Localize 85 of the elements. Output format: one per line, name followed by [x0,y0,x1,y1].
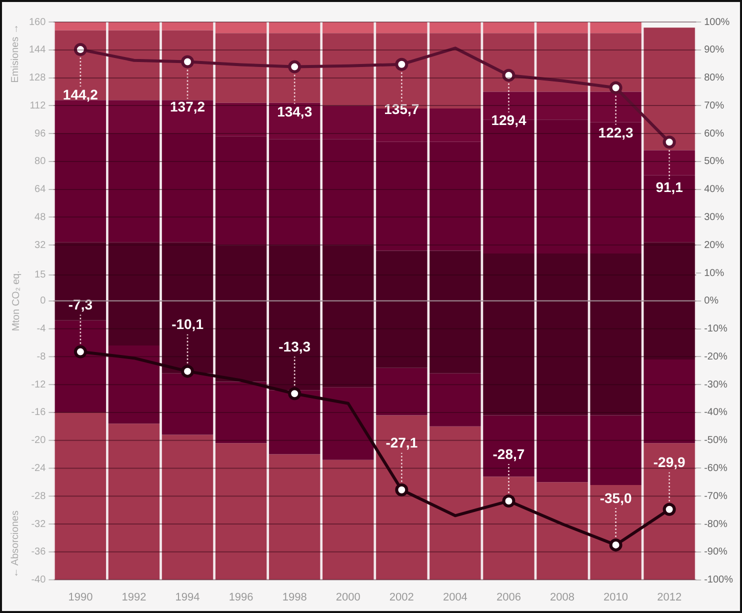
data-label: -29,9 [653,454,686,470]
data-label: -35,0 [600,490,632,506]
data-label: 144,2 [62,86,98,102]
y2-tick-label: 60% [704,128,724,140]
y3-tick-label: -40 [31,574,46,586]
y2-tick-label: -10% [704,324,728,335]
point [609,538,622,552]
y3-tick-label: -8 [36,351,46,362]
y-tick-label: 64 [34,184,46,196]
data-label: -28,7 [492,446,525,462]
point [662,502,676,516]
y3-tick-label: -32 [31,518,46,530]
x-tick-label: 2006 [496,591,521,604]
y2-tick-label: -80% [704,518,728,530]
x-tick-label: 2002 [389,591,414,604]
y2-tick-label: 30% [704,212,724,223]
y2-tick-label: 10% [704,268,724,279]
y3-tick-label: -20 [31,435,46,446]
point [74,43,87,56]
y-tick-label: 48 [34,212,46,223]
y3-tick-label: -16 [31,407,46,418]
y2-tick-label: -50% [704,435,728,446]
y2-tick-label: -100% [704,574,734,586]
data-label: -10,1 [172,316,204,332]
y2-tick-label: -40% [704,407,728,418]
data-label: 91,1 [656,178,684,195]
y-tick-label: 160 [28,16,46,28]
point [288,60,302,74]
y3-tick-label: -36 [31,546,46,558]
x-tick-label: 2004 [442,591,468,604]
x-tick-label: 1990 [68,591,93,604]
point [609,81,622,94]
y-tick-label: 15 [34,270,46,281]
data-label: 122,3 [598,124,634,141]
y-tick-label: 112 [30,100,46,112]
y2-tick-label: 0% [704,296,719,307]
data-label: 135,7 [384,101,420,118]
x-tick-label: 1996 [228,591,254,604]
y2-tick-label: -70% [704,490,728,502]
point [662,136,676,149]
y-tick-label: 96 [34,128,46,140]
x-tick-label: 2012 [657,591,682,604]
y-tick-label: 144 [28,44,46,56]
data-label: -13,3 [278,338,311,354]
y2-tick-label: 80% [704,72,724,84]
y2-tick-label: 90% [704,44,724,56]
y3-tick-label: -28 [31,490,46,502]
text: ← Absorciones [10,510,21,578]
y-tick-label: 0 [40,296,46,307]
y2-tick-label: -90% [704,546,728,558]
x-tick-label: 2000 [336,591,360,604]
point [288,387,302,400]
y2-tick-label: 20% [704,240,724,251]
y2-tick-label: 40% [704,184,724,196]
y2-tick-label: 50% [704,156,724,168]
data-label: 129,4 [491,112,526,128]
y2-tick-label: -30% [704,379,728,390]
y3-tick-label: -12 [31,379,46,390]
y3-tick-label: -24 [31,462,46,474]
y-tick-label: 80 [34,156,46,168]
data-label: -7,3 [68,296,93,313]
point [502,68,516,82]
point [395,483,408,496]
y2-tick-label: -60% [704,462,728,474]
data-label: -27,1 [386,434,418,451]
text: Emisiones → [10,24,21,83]
x-tick-label: 1994 [175,591,200,604]
y2-tick-label: 70% [704,100,724,112]
x-tick-label: 1992 [122,591,146,604]
y-tick-label: 128 [28,72,46,84]
y3-tick-label: -4 [36,324,46,335]
y-tick-label: 32 [34,240,46,251]
y2-tick-label: -20% [704,351,728,362]
y2-tick-label: 100% [704,16,730,28]
point [395,58,408,71]
data-label: 137,2 [170,98,206,115]
point [181,364,194,378]
x-tick-label: 1998 [282,591,307,604]
data-label: 134,3 [277,104,312,120]
point [181,55,194,68]
y-axis-title: Mton CO₂ eq. [10,270,22,332]
point [502,494,516,508]
x-tick-label: 2008 [550,591,574,604]
x-tick-label: 2010 [604,591,628,604]
point [74,345,87,358]
